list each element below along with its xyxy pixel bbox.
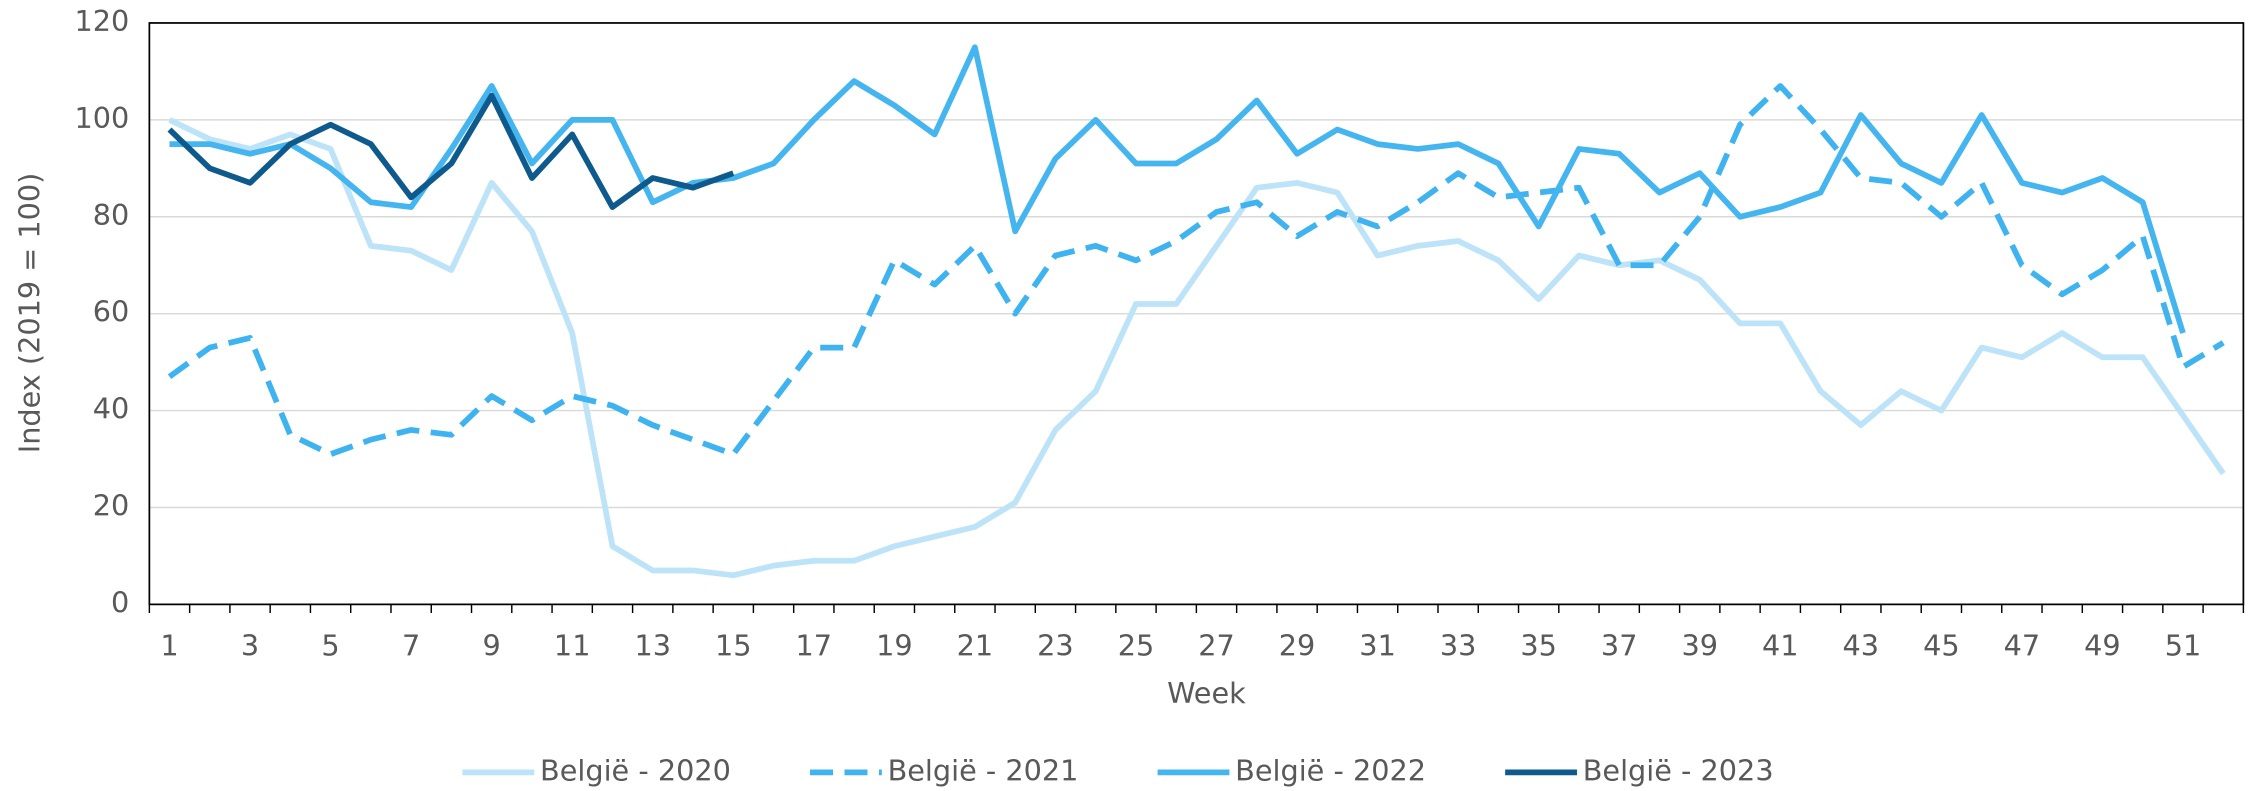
series-line (169, 44, 2186, 334)
y-axis-label: Index (2019 = 100) (13, 173, 47, 454)
x-tick-label: 27 (1198, 628, 1235, 662)
x-tick-label: 7 (402, 628, 420, 662)
x-tick-label: 15 (715, 628, 752, 662)
x-tick-label: 13 (634, 628, 671, 662)
legend-label: België - 2021 (888, 753, 1079, 787)
legend-label: België - 2022 (1235, 753, 1426, 787)
x-tick-label: 33 (1440, 628, 1477, 662)
y-tick-label: 20 (93, 488, 130, 522)
x-tick-label: 23 (1037, 628, 1074, 662)
x-tick-label: 9 (483, 628, 501, 662)
y-tick-label: 0 (111, 585, 129, 619)
x-tick-label: 19 (876, 628, 913, 662)
y-tick-label: 120 (74, 4, 129, 38)
x-tick-label: 17 (796, 628, 833, 662)
x-tick-label: 25 (1118, 628, 1155, 662)
y-tick-label: 100 (74, 101, 129, 135)
y-tick-label: 60 (93, 295, 130, 329)
series-line (167, 92, 735, 210)
x-axis-label: Week (1167, 676, 1246, 710)
series-line (167, 83, 2225, 458)
legend-label: België - 2023 (1583, 753, 1774, 787)
x-tick-label: 45 (1923, 628, 1960, 662)
y-tick-label: 40 (93, 392, 130, 426)
legend-label: België - 2020 (540, 753, 731, 787)
x-tick-label: 29 (1279, 628, 1316, 662)
x-tick-label: 37 (1601, 628, 1638, 662)
x-tick-label: 43 (1843, 628, 1880, 662)
x-tick-label: 21 (957, 628, 994, 662)
x-tick-label: 31 (1359, 628, 1396, 662)
x-tick-label: 35 (1520, 628, 1557, 662)
x-tick-label: 51 (2165, 628, 2202, 662)
x-tick-label: 39 (1681, 628, 1718, 662)
x-tick-label: 1 (160, 628, 178, 662)
y-tick-label: 80 (93, 198, 130, 232)
x-tick-label: 3 (241, 628, 259, 662)
x-tick-label: 47 (2004, 628, 2041, 662)
x-tick-label: 5 (321, 628, 339, 662)
x-tick-label: 11 (554, 628, 591, 662)
x-tick-label: 41 (1762, 628, 1799, 662)
series-line (168, 117, 2226, 579)
x-tick-label: 49 (2084, 628, 2121, 662)
